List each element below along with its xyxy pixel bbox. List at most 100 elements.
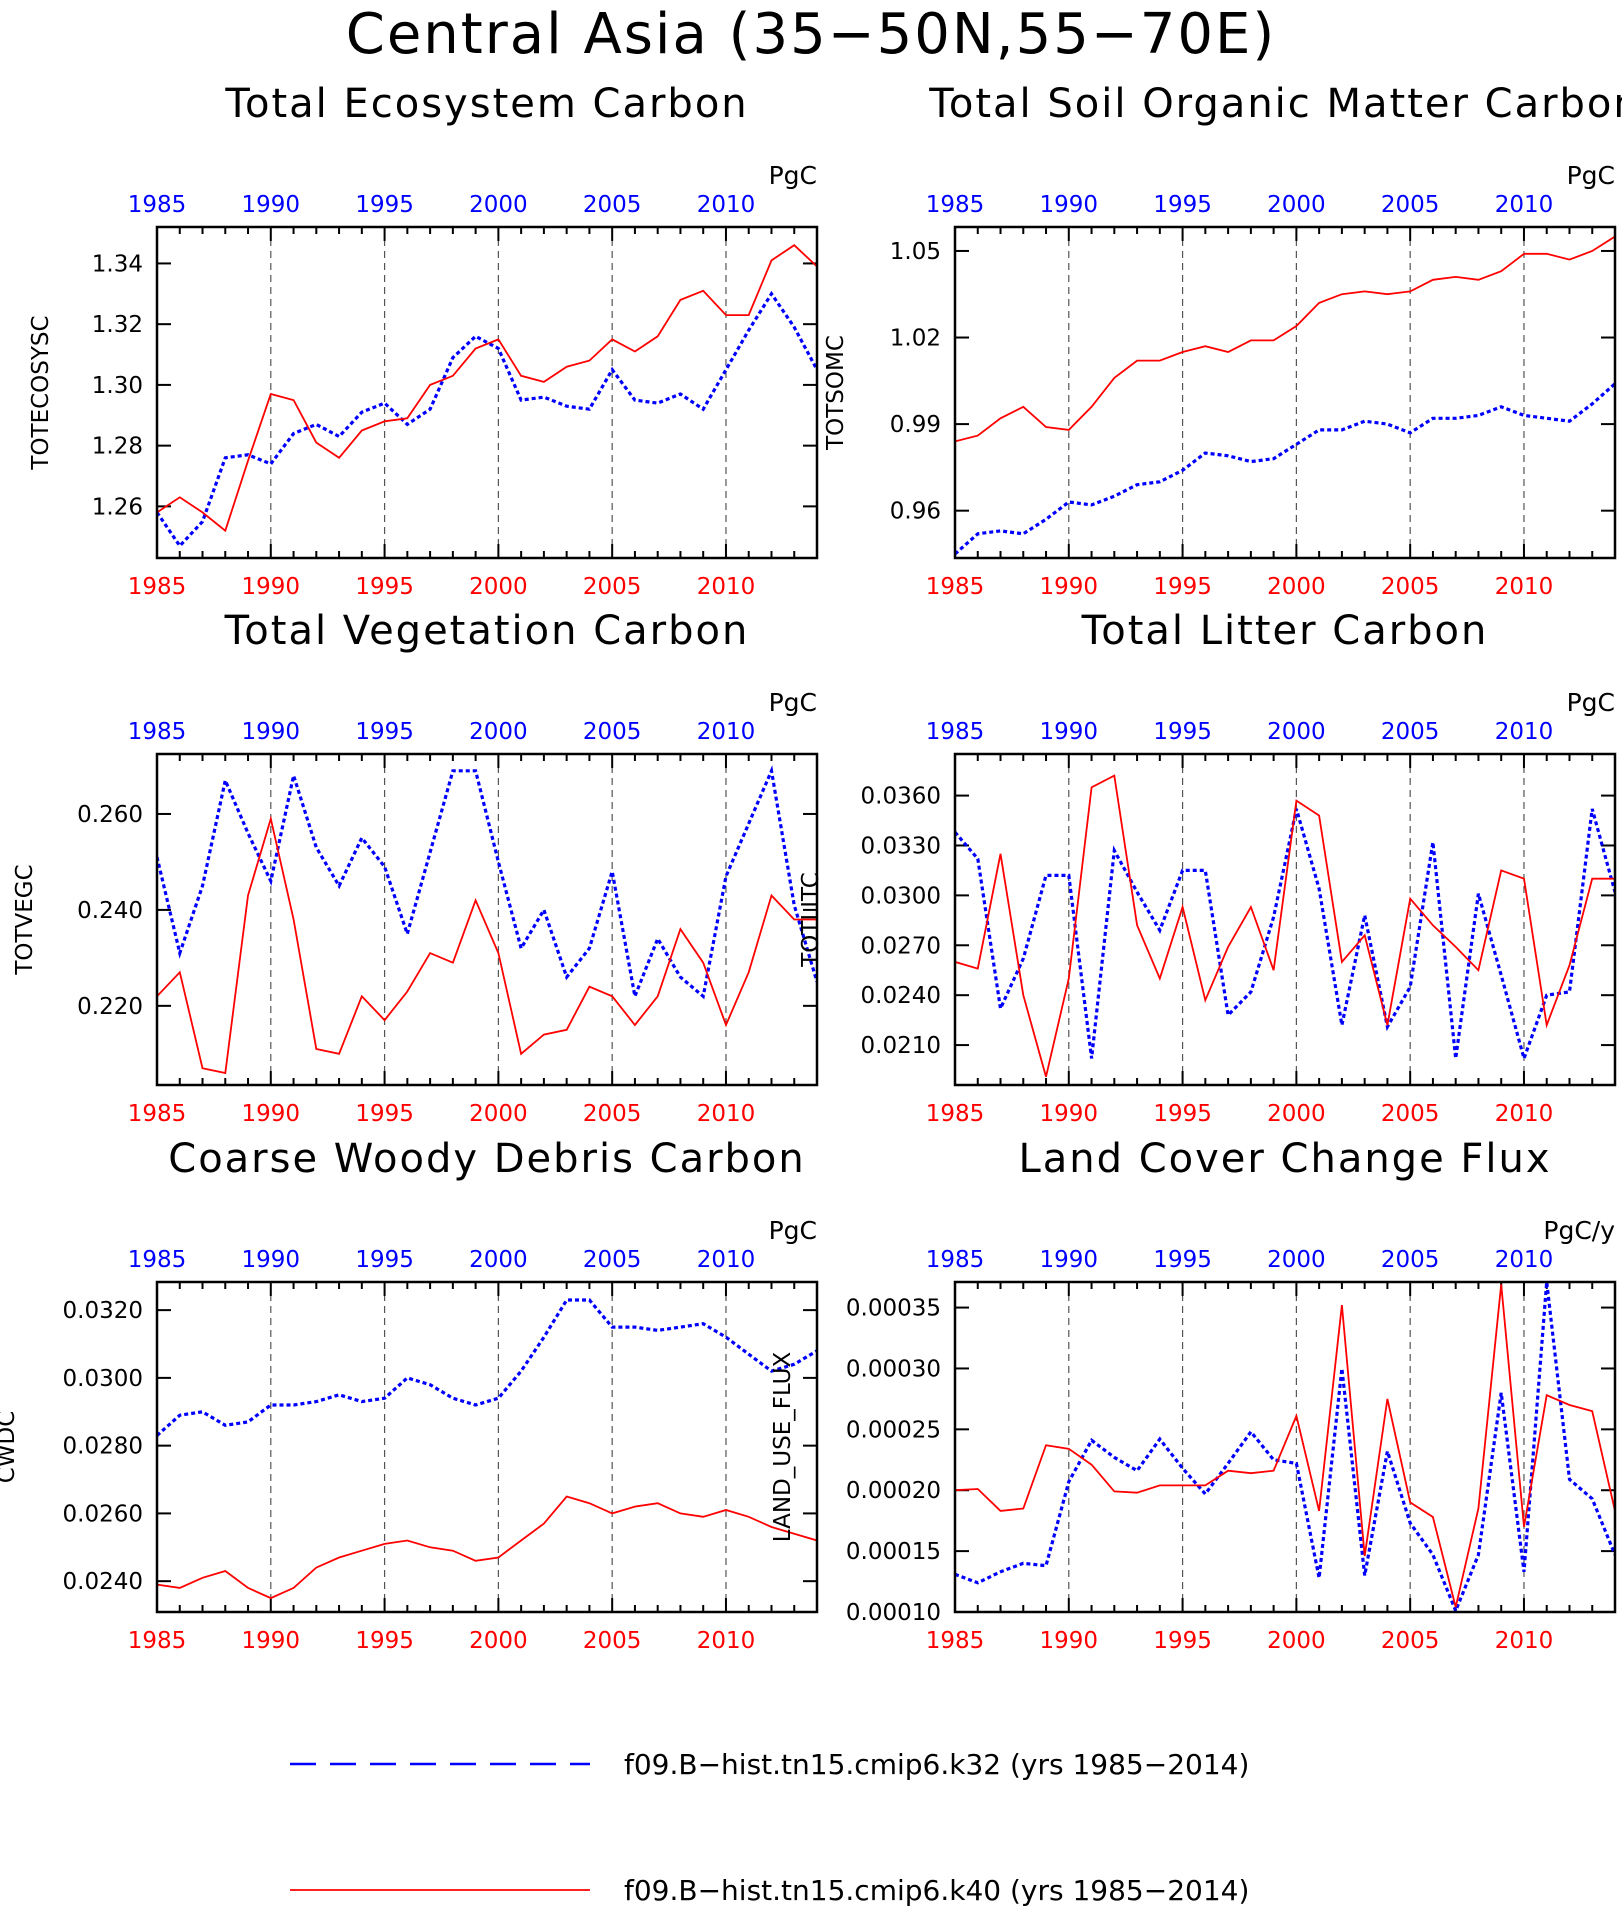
x-tick-label-top: 2010 xyxy=(697,192,756,218)
x-tick-label-bottom: 1990 xyxy=(1040,574,1099,600)
x-tick-label-top: 2010 xyxy=(697,1247,756,1273)
x-tick-label-bottom: 1990 xyxy=(1040,1101,1099,1127)
x-tick-label-bottom: 1990 xyxy=(242,574,301,600)
y-tick-label: 0.260 xyxy=(77,802,143,828)
x-tick-label-top: 1990 xyxy=(242,719,301,745)
x-tick-label-bottom: 2005 xyxy=(583,1628,642,1654)
x-tick-label-bottom: 1990 xyxy=(242,1628,301,1654)
y-tick-label: 0.0330 xyxy=(861,833,941,859)
series-k40-line xyxy=(157,1495,817,1600)
x-tick-label-top: 2000 xyxy=(1267,719,1326,745)
series-k40-line xyxy=(157,815,817,1075)
x-tick-label-bottom: 1995 xyxy=(1153,1101,1212,1127)
legend: f09.B−hist.tn15.cmip6.k32 (yrs 1985−2014… xyxy=(290,1748,1249,1907)
plot-frame xyxy=(953,225,1617,560)
x-tick-label-bottom: 1995 xyxy=(355,1628,414,1654)
y-tick-label: 0.0270 xyxy=(861,933,941,959)
x-tick-label-bottom: 1995 xyxy=(1153,1628,1212,1654)
x-tick-label-top: 1995 xyxy=(355,192,414,218)
x-tick-label-bottom: 1985 xyxy=(128,1628,187,1654)
chart-panel-2: Total Soil Organic Matter Carbon PgC 1985 1… xyxy=(823,81,1622,600)
series-k32-line xyxy=(157,1298,817,1437)
series-k40-line xyxy=(955,1284,1615,1608)
chart-panel-3: Total Vegetation Carbon PgC 1985 1985 1990 19… xyxy=(12,608,819,1127)
y-tick-label: 0.00025 xyxy=(846,1417,941,1443)
x-tick-label-bottom: 2010 xyxy=(697,1101,756,1127)
legend-label: f09.B−hist.tn15.cmip6.k40 (yrs 1985−2014… xyxy=(624,1874,1249,1907)
x-tick-label-top: 1990 xyxy=(1040,192,1099,218)
y-axis-label: TOTLITC xyxy=(798,872,824,968)
x-tick-label-bottom: 2005 xyxy=(583,1101,642,1127)
units-label: PgC xyxy=(1567,161,1615,190)
x-tick-label-bottom: 1990 xyxy=(242,1101,301,1127)
x-tick-label-top: 2000 xyxy=(469,1247,528,1273)
panel-title: Land Cover Change Flux xyxy=(1018,1136,1551,1182)
x-tick-label-bottom: 2005 xyxy=(1381,1628,1440,1654)
x-tick-label-bottom: 2010 xyxy=(697,1628,756,1654)
x-tick-label-bottom: 2000 xyxy=(469,1628,528,1654)
x-tick-label-top: 2005 xyxy=(1381,192,1440,218)
panel-title: Total Litter Carbon xyxy=(1081,608,1489,654)
y-tick-label: 0.0240 xyxy=(861,983,941,1009)
y-tick-label: 0.96 xyxy=(890,499,941,525)
x-tick-label-bottom: 1985 xyxy=(926,1101,985,1127)
y-tick-label: 1.32 xyxy=(92,312,143,338)
x-tick-label-bottom: 2000 xyxy=(1267,1628,1326,1654)
x-tick-label-bottom: 2000 xyxy=(469,574,528,600)
x-tick-label-top: 1985 xyxy=(128,719,187,745)
x-tick-label-top: 1990 xyxy=(1040,1247,1099,1273)
panel-title: Coarse Woody Debris Carbon xyxy=(168,1136,805,1182)
y-tick-label: 0.220 xyxy=(77,994,143,1020)
panel-title: Total Vegetation Carbon xyxy=(224,608,750,654)
x-tick-label-bottom: 1985 xyxy=(926,574,985,600)
units-label: PgC xyxy=(1567,688,1615,717)
x-tick-label-top: 1985 xyxy=(926,719,985,745)
x-tick-label-bottom: 2005 xyxy=(1381,574,1440,600)
y-tick-label: 0.00010 xyxy=(846,1600,941,1626)
x-tick-label-bottom: 2000 xyxy=(1267,1101,1326,1127)
y-tick-label: 1.26 xyxy=(92,494,143,520)
y-axis-label: TOTSOMC xyxy=(823,335,849,451)
x-tick-label-top: 2000 xyxy=(469,719,528,745)
y-tick-label: 0.0320 xyxy=(63,1298,143,1324)
y-tick-label: 1.02 xyxy=(890,326,941,352)
x-tick-label-top: 1985 xyxy=(926,192,985,218)
x-tick-label-top: 1995 xyxy=(1153,192,1212,218)
x-tick-label-bottom: 1985 xyxy=(128,1101,187,1127)
series-k40-line xyxy=(955,235,1615,443)
x-tick-label-bottom: 2010 xyxy=(697,574,756,600)
y-tick-label: 0.0210 xyxy=(861,1033,941,1059)
series-k32-line xyxy=(157,765,817,1003)
x-tick-label-top: 1990 xyxy=(1040,719,1099,745)
x-tick-label-top: 2005 xyxy=(583,192,642,218)
x-tick-label-top: 2010 xyxy=(1495,719,1554,745)
x-tick-label-top: 1985 xyxy=(128,192,187,218)
x-tick-label-top: 1995 xyxy=(1153,1247,1212,1273)
plot-frame xyxy=(953,1280,1617,1614)
plot-frame xyxy=(155,752,819,1087)
x-tick-label-top: 1985 xyxy=(926,1247,985,1273)
y-tick-label: 0.00020 xyxy=(846,1478,941,1504)
x-tick-label-bottom: 1985 xyxy=(926,1628,985,1654)
plot-frame xyxy=(155,225,819,560)
x-tick-label-top: 2010 xyxy=(1495,1247,1554,1273)
y-tick-label: 0.0300 xyxy=(63,1366,143,1392)
series-k32-line xyxy=(955,808,1615,1064)
y-tick-label: 1.30 xyxy=(92,373,143,399)
y-tick-label: 1.05 xyxy=(890,239,941,265)
x-tick-label-top: 2010 xyxy=(1495,192,1554,218)
x-tick-label-top: 2000 xyxy=(1267,192,1326,218)
series-k40-line xyxy=(955,774,1615,1077)
series-k32-line xyxy=(955,1282,1615,1612)
x-tick-label-top: 1990 xyxy=(242,1247,301,1273)
y-tick-label: 0.00030 xyxy=(846,1356,941,1382)
y-tick-label: 1.28 xyxy=(92,434,143,460)
x-tick-label-bottom: 2010 xyxy=(1495,1101,1554,1127)
x-tick-label-bottom: 1995 xyxy=(1153,574,1212,600)
x-tick-label-bottom: 2000 xyxy=(1267,574,1326,600)
chart-panel-5: Coarse Woody Debris Carbon PgC 1985 1985 199… xyxy=(0,1136,819,1654)
x-tick-label-top: 1995 xyxy=(355,719,414,745)
x-tick-label-bottom: 1995 xyxy=(355,1101,414,1127)
y-tick-label: 0.0300 xyxy=(861,883,941,909)
x-tick-label-bottom: 2000 xyxy=(469,1101,528,1127)
